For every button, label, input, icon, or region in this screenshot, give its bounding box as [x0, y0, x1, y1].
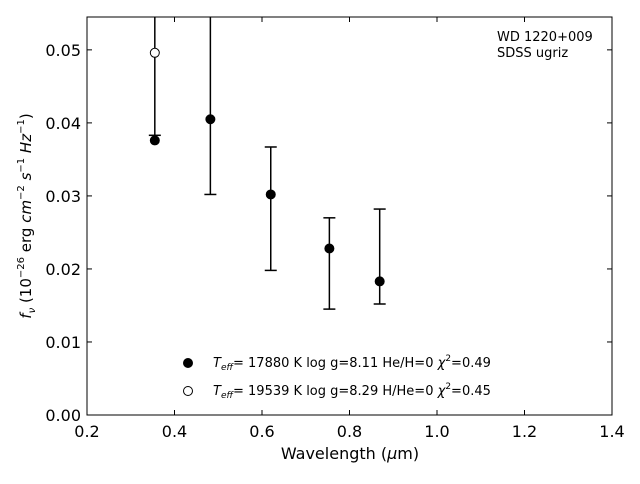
- legend-entry-1: Teff= 17880 K log g=8.11 He/H=0 χ2=0.49: [213, 354, 491, 373]
- annotation: WD 1220+009 SDSS ugriz: [497, 30, 593, 61]
- y-tick-label: 0.01: [45, 333, 81, 352]
- y-tick-label: 0.05: [45, 41, 81, 60]
- data-point-filled: [265, 189, 276, 200]
- x-tick-label: 1.4: [599, 422, 624, 441]
- x-tick-label: 0.2: [74, 422, 99, 441]
- data-point-filled: [374, 276, 385, 287]
- x-tick-label: 0.6: [249, 422, 274, 441]
- x-axis: 0.2 0.4 0.6 0.8 1.0 1.2 1.4: [74, 17, 625, 441]
- y-tick-label: 0.03: [45, 187, 81, 206]
- legend-marker-open: [183, 386, 193, 396]
- data-point-filled: [205, 114, 216, 125]
- y-tick-label: 0.02: [45, 260, 81, 279]
- legend: Teff= 17880 K log g=8.11 He/H=0 χ2=0.49 …: [183, 354, 491, 401]
- y-tick-label: 0.04: [45, 114, 81, 133]
- x-tick-label: 0.4: [162, 422, 187, 441]
- data-point-open: [149, 47, 160, 58]
- data-point-filled: [324, 243, 335, 254]
- x-tick-label: 1.2: [512, 422, 537, 441]
- y-axis: 0.00 0.01 0.02 0.03 0.04 0.05: [45, 41, 612, 425]
- data-point-filled: [149, 135, 160, 146]
- y-tick-label: 0.00: [45, 406, 81, 425]
- annotation-line-1: WD 1220+009: [497, 30, 593, 45]
- legend-entry-2: Teff= 19539 K log g=8.29 H/He=0 χ2=0.45: [213, 382, 491, 401]
- x-tick-label: 1.0: [424, 422, 449, 441]
- x-axis-label: Wavelength (μm): [281, 444, 419, 463]
- legend-marker-filled: [183, 358, 193, 368]
- annotation-line-2: SDSS ugriz: [497, 46, 568, 61]
- y-axis-label: fν (10−26 erg cm−2 s−1 Hz−1): [16, 113, 38, 318]
- errorbars-group: [148, 17, 386, 310]
- points-group: [149, 47, 385, 287]
- x-tick-label: 0.8: [337, 422, 362, 441]
